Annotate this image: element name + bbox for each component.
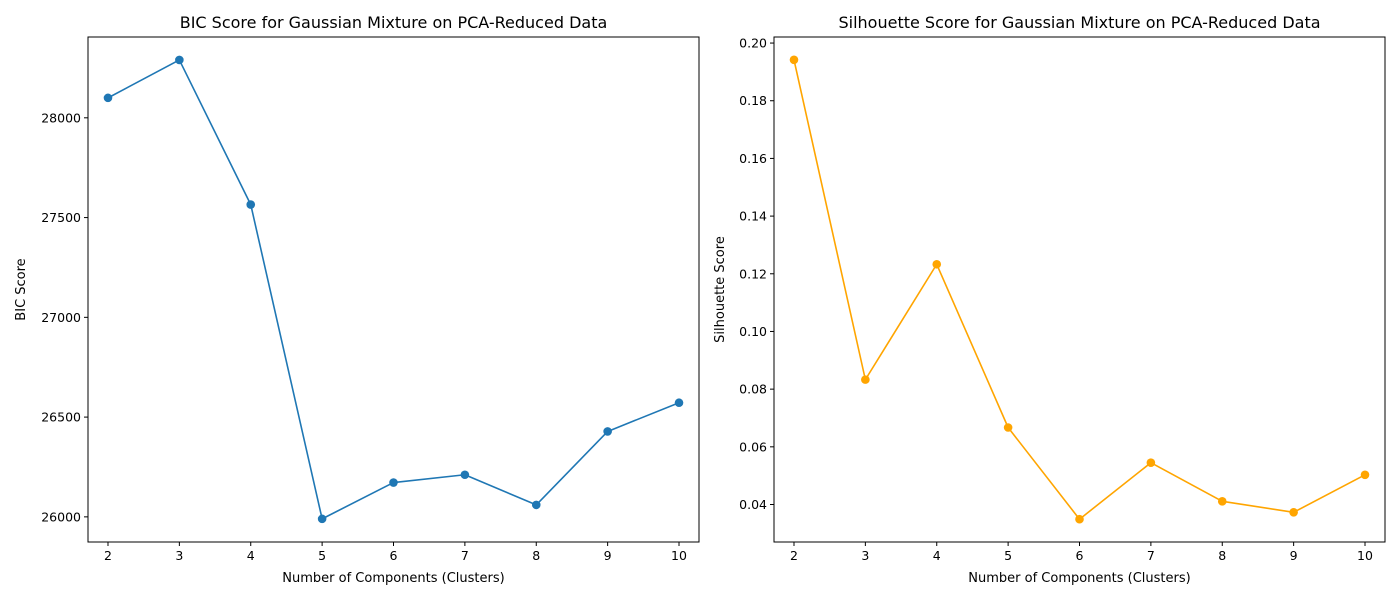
bic-data-point — [317, 514, 327, 524]
bic-data-point — [389, 478, 398, 487]
silhouette-ytick-label: 0.14 — [739, 209, 767, 224]
silhouette-x-axis-label: Number of Components (Clusters) — [968, 571, 1190, 586]
bic-xtick-label: 7 — [461, 548, 469, 563]
bic-data-point — [531, 500, 541, 510]
bic-data-point — [103, 93, 113, 103]
silhouette-ytick-label: 0.10 — [739, 324, 767, 339]
silhouette-chart: 2 3 4 5 6 7 8 9 10 0.04 0.06 0.08 0.10 0.12 0.14 0.16 0.… — [713, 13, 1386, 586]
bic-data-point — [460, 470, 470, 480]
silhouette-chart-title: Silhouette Score for Gaussian Mixture on… — [838, 13, 1320, 32]
bic-xtick-label: 5 — [318, 548, 326, 563]
silhouette-xtick-label: 6 — [1076, 548, 1084, 563]
bic-chart: 2 3 4 5 6 7 8 9 10 26000 26500 27000 27500 28000 BIC S… — [14, 13, 700, 586]
bic-xtick-label: 3 — [175, 548, 183, 563]
bic-data-point — [175, 55, 184, 65]
bic-xtick-label: 8 — [532, 548, 540, 563]
silhouette-xtick-label: 3 — [861, 548, 869, 563]
silhouette-xtick-label: 9 — [1290, 548, 1298, 563]
bic-chart-title: BIC Score for Gaussian Mixture on PCA-Re… — [180, 13, 608, 32]
silhouette-data-point — [932, 259, 942, 269]
bic-xtick-label: 2 — [104, 548, 112, 563]
silhouette-xtick-label: 8 — [1218, 548, 1226, 563]
silhouette-data-point — [1360, 470, 1370, 480]
bic-data-point — [246, 200, 256, 209]
bic-y-axis-label: BIC Score — [14, 258, 29, 320]
bic-x-axis-label: Number of Components (Clusters) — [282, 571, 504, 586]
bic-xtick-label: 4 — [247, 548, 255, 563]
silhouette-ytick-label: 0.20 — [739, 36, 767, 51]
bic-ytick-label: 26500 — [41, 410, 81, 425]
silhouette-data-point — [1003, 423, 1013, 432]
silhouette-xtick-label: 7 — [1147, 548, 1155, 563]
silhouette-data-point — [1217, 497, 1227, 506]
bic-xtick-label: 10 — [671, 548, 687, 563]
silhouette-data-point — [1075, 514, 1084, 524]
bic-data-point — [603, 427, 612, 436]
bic-xtick-label: 6 — [390, 548, 398, 563]
silhouette-ytick-label: 0.16 — [739, 151, 767, 166]
silhouette-xtick-label: 10 — [1357, 548, 1373, 563]
bic-axes-frame — [87, 36, 700, 543]
silhouette-data-point — [1146, 458, 1156, 467]
bic-ytick-label: 27000 — [41, 310, 81, 325]
bic-xtick-label: 9 — [604, 548, 612, 563]
bic-ytick-label: 27500 — [41, 210, 81, 225]
silhouette-ytick-label: 0.06 — [739, 439, 767, 454]
bic-ytick-label: 28000 — [41, 110, 81, 125]
silhouette-y-axis-label: Silhouette Score — [713, 236, 728, 343]
silhouette-data-point — [861, 375, 870, 384]
silhouette-series-line — [793, 58, 1366, 521]
silhouette-axes-frame — [773, 36, 1386, 543]
silhouette-data-point — [789, 55, 799, 65]
bic-series-line — [107, 59, 680, 520]
silhouette-ytick-label: 0.12 — [739, 266, 767, 281]
silhouette-ytick-label: 0.18 — [739, 93, 767, 108]
silhouette-data-point — [1289, 507, 1298, 517]
silhouette-xtick-label: 4 — [933, 548, 941, 563]
silhouette-ytick-label: 0.08 — [739, 382, 767, 397]
bic-data-point — [674, 398, 684, 408]
silhouette-xtick-label: 2 — [790, 548, 798, 563]
silhouette-ytick-label: 0.04 — [739, 497, 767, 512]
bic-ytick-label: 26000 — [41, 509, 81, 524]
silhouette-xtick-label: 5 — [1004, 548, 1012, 563]
